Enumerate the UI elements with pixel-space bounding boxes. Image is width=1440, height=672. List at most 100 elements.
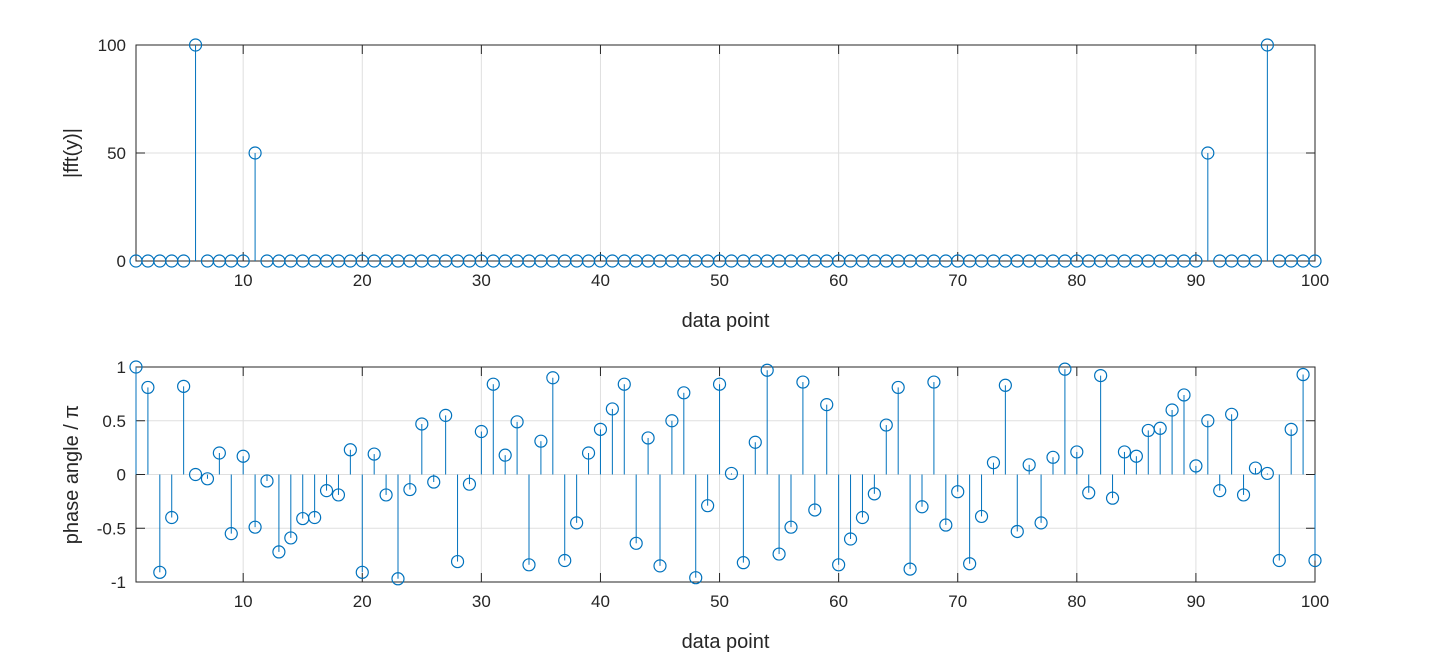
stem-marker — [1248, 461, 1263, 475]
stem-marker — [1022, 458, 1036, 472]
stem-marker — [891, 380, 905, 395]
stem-marker — [1177, 388, 1191, 402]
y-tick-label: 1 — [117, 358, 126, 377]
x-tick-label: 90 — [1186, 592, 1205, 611]
stem-marker — [522, 558, 536, 572]
stem-marker — [331, 488, 346, 502]
y-axis-label: |fft(y)| — [61, 128, 83, 178]
stem-marker — [165, 510, 179, 525]
stem-marker — [188, 38, 203, 52]
y-tick-label: 0 — [117, 252, 126, 271]
stem-marker — [1129, 449, 1143, 463]
stem-marker — [570, 516, 584, 530]
stem-marker — [665, 414, 679, 428]
x-tick-label: 50 — [710, 592, 729, 611]
stem-marker — [1058, 362, 1072, 376]
stem-marker — [236, 449, 250, 463]
stem-marker — [450, 554, 465, 569]
stem-marker — [546, 371, 560, 385]
x-tick-label: 20 — [353, 592, 372, 611]
stem-marker — [1225, 407, 1239, 421]
stem-marker — [486, 377, 500, 391]
stem-marker — [1070, 445, 1084, 459]
stem-marker — [760, 363, 774, 377]
stem-marker — [391, 572, 405, 586]
x-tick-label: 20 — [353, 271, 372, 290]
stem-marker — [1236, 488, 1251, 502]
x-tick-label: 30 — [472, 592, 491, 611]
stem-marker — [427, 475, 441, 489]
stem-marker — [319, 484, 334, 498]
stem-marker — [951, 485, 965, 499]
stem-marker — [1308, 254, 1322, 268]
stem-marker — [915, 500, 929, 514]
stem-marker — [1296, 367, 1310, 382]
stem-marker — [593, 422, 608, 436]
stem-marker — [248, 520, 262, 534]
x-tick-label: 90 — [1186, 271, 1205, 290]
stem-marker — [903, 562, 917, 576]
stem-marker — [736, 556, 750, 570]
stem-marker — [498, 448, 512, 462]
stem-marker — [689, 571, 703, 585]
stem-marker — [177, 379, 191, 393]
stem-marker — [1046, 450, 1060, 464]
magnitude-plot: 10 20 30 40 50 60 70 80 90 100 0 50 100 data point |ff… — [61, 36, 1329, 332]
stem-marker — [474, 424, 488, 439]
y-tick-label: 0 — [117, 466, 126, 485]
x-tick-label: 70 — [948, 592, 967, 611]
y-tick-label: 50 — [107, 144, 126, 163]
stem-marker — [772, 547, 786, 561]
phase-plot: 10 20 30 40 50 60 70 80 90 100 -1 -0.5 0 0.5 1 data poi… — [61, 358, 1329, 653]
stem-marker — [879, 418, 893, 432]
stem-marker — [188, 467, 203, 482]
stem-marker — [998, 378, 1012, 392]
stem-marker — [617, 377, 631, 391]
stem-marker — [986, 456, 1001, 470]
x-tick-label: 40 — [591, 592, 610, 611]
stem-marker — [641, 431, 655, 445]
stem-marker — [260, 474, 274, 488]
stem-marker — [1153, 421, 1167, 435]
stem-marker — [1308, 553, 1322, 568]
stem-marker — [308, 510, 322, 525]
x-tick-label: 40 — [591, 271, 610, 290]
stem-marker — [1094, 369, 1108, 383]
x-tick-label: 60 — [829, 592, 848, 611]
y-axis-label: phase angle / π — [61, 405, 83, 544]
stem-marker — [927, 375, 941, 389]
stem-marker — [153, 565, 167, 579]
y-tick-label: -1 — [111, 573, 126, 592]
x-tick-label: 60 — [829, 271, 848, 290]
stem-marker — [605, 402, 619, 416]
stem-marker — [629, 536, 643, 550]
stem-marker — [415, 417, 429, 431]
stem-marker — [796, 375, 810, 389]
stem-marker — [558, 553, 572, 568]
stem-marker — [1105, 491, 1120, 505]
stem-marker — [974, 509, 989, 524]
y-tick-label: -0.5 — [97, 519, 126, 538]
stem-marker — [439, 408, 453, 422]
y-tick-label: 100 — [98, 36, 126, 55]
stem-marker — [343, 443, 357, 457]
stem-marker — [1165, 403, 1179, 417]
stem-marker — [236, 254, 250, 268]
stem-marker — [748, 435, 762, 449]
x-tick-label: 10 — [234, 592, 253, 611]
stem-marker — [1010, 524, 1024, 539]
stem-marker — [403, 482, 417, 497]
stem-marker — [129, 360, 143, 374]
x-tick-label: 100 — [1301, 592, 1329, 611]
stem-marker — [1213, 484, 1227, 498]
stem-marker — [1082, 486, 1096, 500]
stem-marker — [1189, 254, 1203, 268]
stem-marker — [141, 380, 155, 395]
x-tick-label: 80 — [1067, 592, 1086, 611]
stem-marker — [1117, 445, 1132, 459]
x-tick-label: 70 — [948, 271, 967, 290]
x-tick-label: 100 — [1301, 271, 1329, 290]
stem-marker — [212, 446, 226, 460]
stem-marker — [855, 510, 870, 525]
